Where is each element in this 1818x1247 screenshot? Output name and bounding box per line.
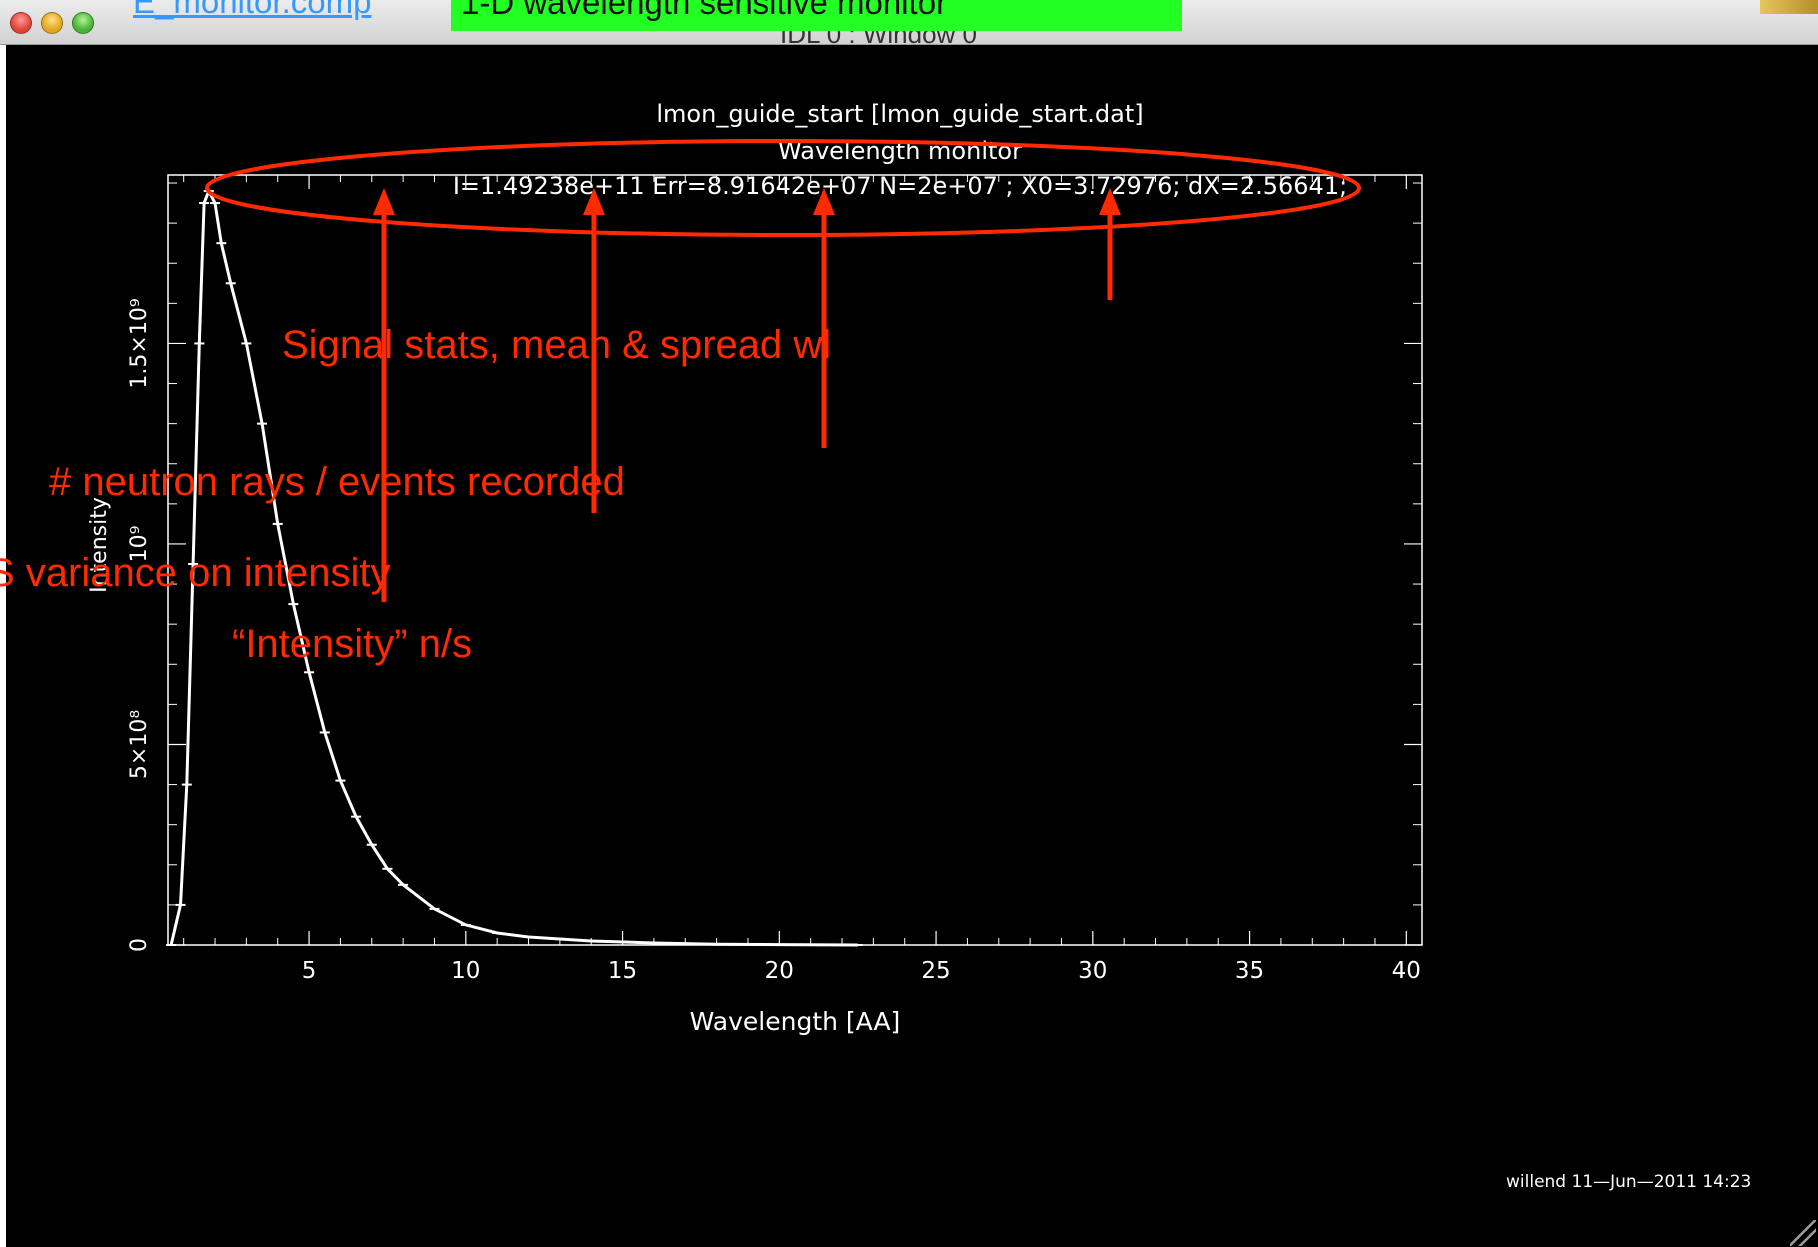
x-tick-label: 5 — [302, 958, 317, 984]
monitor-description-label: 1-D wavelength sensitive monitor — [451, 0, 1182, 31]
corner-decoration — [1760, 0, 1818, 14]
resize-grip-icon[interactable] — [1790, 1220, 1816, 1246]
zoom-window-icon[interactable] — [72, 12, 94, 34]
plot-footer-timestamp: willend 11—Jun—2011 14:23 — [1506, 1172, 1752, 1192]
y-tick-label: 5×10⁸ — [127, 710, 152, 779]
x-tick-label: 10 — [451, 958, 480, 984]
plot-header-stats: I=1.49238e+11 Err=8.91642e+07 N=2e+07 ; … — [452, 172, 1348, 200]
y-axis-title: Intensity — [87, 497, 112, 593]
y-tick-label: 1.5×10⁹ — [127, 298, 152, 388]
component-link[interactable]: E_monitor.comp — [133, 0, 372, 20]
wavelength-chart: 5 10 15 20 25 30 35 40 0 5×10⁸ 10⁹ 1.5×10⁹ Wavelengt… — [87, 139, 1423, 1036]
x-axis-title: Wavelength [AA] — [690, 1007, 901, 1036]
stats-highlight-ellipse — [205, 139, 1361, 237]
plot-header-filename: lmon_guide_start [lmon_guide_start.dat] — [656, 100, 1144, 128]
annotation-neutron-rays: # neutron rays / events recorded — [49, 460, 625, 504]
plot-canvas: lmon_guide_start [lmon_guide_start.dat] … — [0, 45, 1818, 1247]
y-tick-label: 10⁹ — [127, 526, 152, 563]
x-tick-label: 25 — [921, 958, 950, 984]
y-tick-label: 0 — [127, 938, 152, 952]
annotation-arrow-head — [373, 188, 395, 215]
annotation-variance: S variance on intensity — [0, 551, 391, 595]
x-tick-label: 15 — [608, 958, 637, 984]
annotation-arrow-head — [1099, 188, 1121, 215]
annotation-signal-stats: Signal stats, mean & spread wl — [282, 323, 832, 367]
close-window-icon[interactable] — [10, 12, 32, 34]
series-line — [169, 187, 858, 947]
x-tick-label: 40 — [1392, 958, 1421, 984]
annotation-arrow-head — [813, 188, 835, 215]
x-tick-label: 30 — [1078, 958, 1107, 984]
annotation-intensity-units: “Intensity” n/s — [232, 622, 473, 666]
annotation-arrow-head — [583, 188, 605, 215]
minimize-window-icon[interactable] — [41, 12, 63, 34]
x-tick-label: 35 — [1235, 958, 1264, 984]
x-tick-label: 20 — [765, 958, 794, 984]
